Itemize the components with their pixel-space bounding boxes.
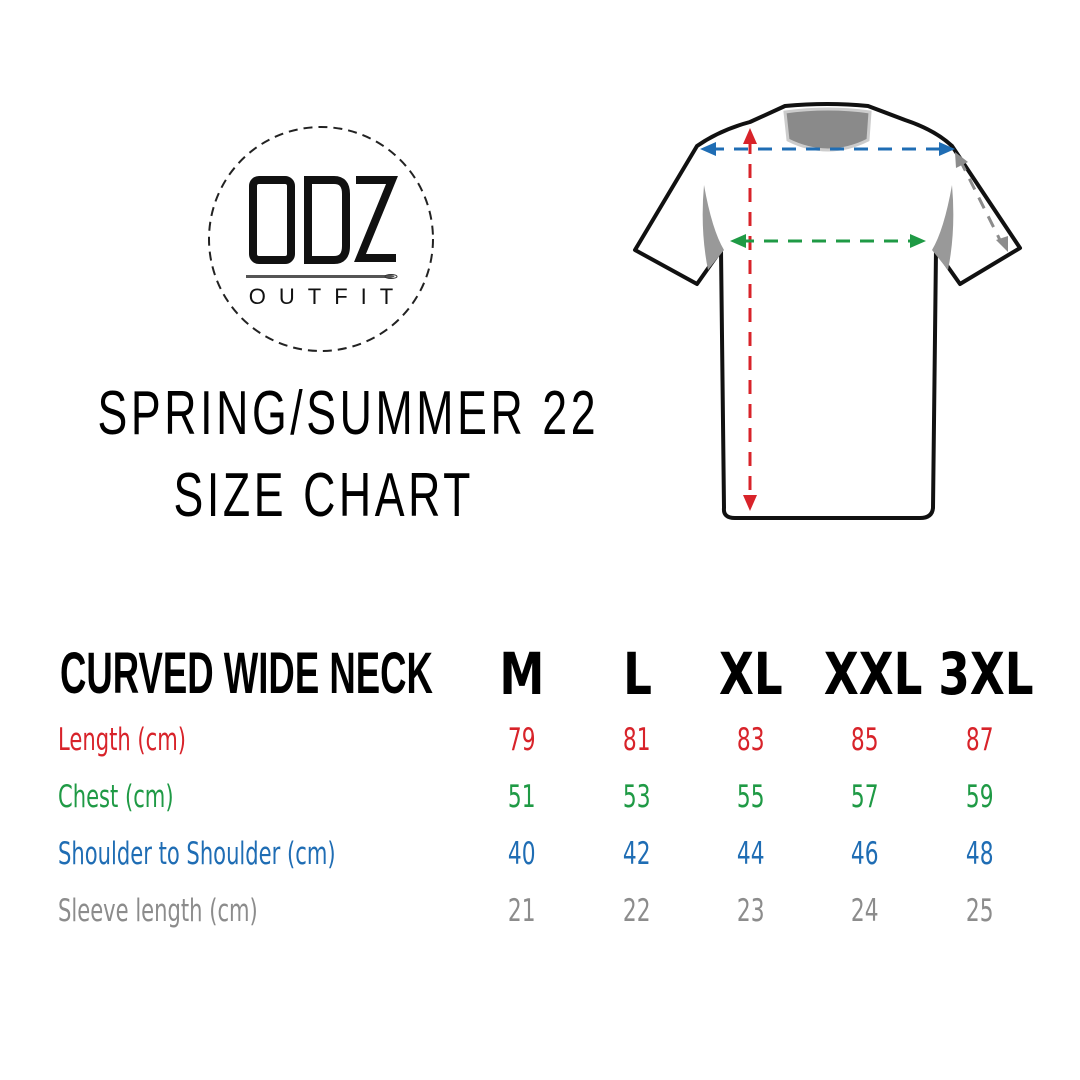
table-cell: 48 bbox=[966, 836, 994, 872]
table-cell: 51 bbox=[508, 779, 536, 815]
row-label-chest: Chest (cm) bbox=[58, 779, 174, 815]
logo-badge-icon bbox=[208, 126, 434, 352]
table-cell: 23 bbox=[737, 893, 765, 929]
row-label-shoulder: Shoulder to Shoulder (cm) bbox=[58, 836, 336, 872]
table-cell: 55 bbox=[737, 779, 765, 815]
table-cell: 21 bbox=[508, 893, 536, 929]
table-cell: 81 bbox=[623, 722, 651, 758]
brand-logo: OUTFIT bbox=[206, 124, 436, 354]
table-cell: 53 bbox=[623, 779, 651, 815]
size-chart-title: SIZE CHART bbox=[173, 461, 475, 530]
table-cell: 59 bbox=[966, 779, 994, 815]
size-header: L bbox=[622, 640, 652, 708]
row-label-sleeve: Sleeve length (cm) bbox=[58, 893, 258, 929]
table-header-product: CURVED WIDE NECK bbox=[60, 641, 433, 706]
table-cell: 87 bbox=[966, 722, 994, 758]
size-header: 3XL bbox=[938, 640, 1034, 708]
table-cell: 85 bbox=[851, 722, 879, 758]
table-cell: 40 bbox=[508, 836, 536, 872]
table-cell: 24 bbox=[851, 893, 879, 929]
row-label-length: Length (cm) bbox=[58, 722, 186, 758]
logo-subtitle: OUTFIT bbox=[248, 284, 407, 309]
tshirt-diagram bbox=[633, 102, 1022, 520]
table-cell: 83 bbox=[737, 722, 765, 758]
size-header: XL bbox=[719, 640, 783, 708]
table-cell: 79 bbox=[508, 722, 536, 758]
season-title: SPRING/SUMMER 22 bbox=[97, 379, 600, 448]
table-cell: 57 bbox=[851, 779, 879, 815]
table-cell: 25 bbox=[966, 893, 994, 929]
table-cell: 44 bbox=[737, 836, 765, 872]
size-header: M bbox=[499, 640, 545, 708]
table-cell: 42 bbox=[623, 836, 651, 872]
table-cell: 46 bbox=[851, 836, 879, 872]
table-cell: 22 bbox=[623, 893, 651, 929]
size-header: XXL bbox=[823, 640, 923, 708]
